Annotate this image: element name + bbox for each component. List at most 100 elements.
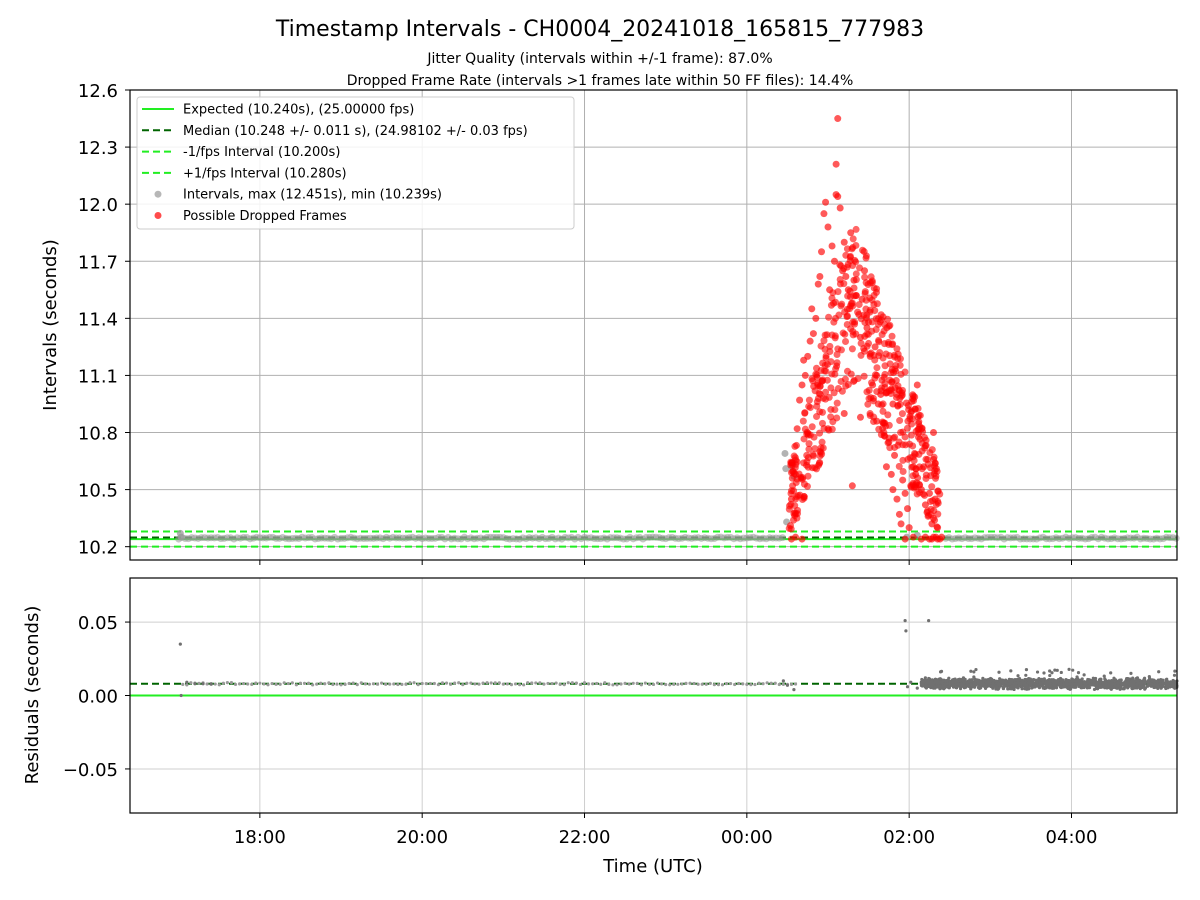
- residual-point: [1084, 682, 1088, 686]
- residual-point: [655, 681, 660, 685]
- residual-point: [1155, 680, 1159, 684]
- residual-point: [700, 682, 704, 686]
- dropped-frame-point: [818, 408, 826, 416]
- residual-point: [339, 683, 343, 687]
- dropped-frame-point: [925, 489, 933, 497]
- dropped-frame-point: [881, 370, 889, 378]
- intervals-y-tick-label: 10.5: [78, 481, 118, 502]
- residuals-points: [178, 618, 1179, 698]
- dropped-frame-point: [852, 292, 860, 300]
- residual-point: [940, 686, 944, 690]
- residual-point: [1173, 669, 1177, 673]
- residual-point: [1132, 682, 1136, 687]
- dropped-frame-point: [860, 372, 868, 380]
- residual-point: [1023, 687, 1027, 691]
- dropped-frame-point: [792, 441, 800, 449]
- dropped-frame-point: [915, 418, 923, 426]
- dropped-frame-point: [871, 343, 879, 351]
- residual-point: [371, 682, 376, 686]
- residual-point: [972, 670, 976, 674]
- dropped-frame-point: [805, 445, 813, 453]
- dropped-frame-point: [891, 451, 899, 459]
- dropped-frame-point: [787, 495, 795, 503]
- dropped-frame-point: [840, 409, 848, 417]
- dropped-frame-point: [801, 409, 809, 417]
- dropped-frame-point: [915, 425, 923, 433]
- dropped-frame-point: [930, 507, 938, 515]
- residual-point: [1173, 680, 1177, 684]
- dropped-frame-point: [931, 495, 939, 503]
- dropped-frame-point: [930, 429, 938, 437]
- dropped-frame-point: [882, 463, 890, 471]
- dropped-frame-point: [885, 438, 893, 446]
- dropped-frame-point: [893, 495, 901, 503]
- dropped-frame-point: [816, 390, 824, 398]
- residual-point: [1130, 687, 1134, 691]
- residual-point: [1164, 679, 1168, 684]
- residual-point: [448, 682, 453, 686]
- residual-point: [611, 683, 615, 687]
- dropped-frame-point: [897, 428, 905, 436]
- dropped-frame-point: [861, 267, 869, 275]
- residual-point: [274, 682, 278, 686]
- dropped-frame-point: [830, 318, 838, 326]
- dropped-frame-point: [886, 444, 894, 452]
- dropped-frame-point: [921, 434, 929, 442]
- residual-point: [927, 677, 932, 681]
- residual-point: [785, 683, 790, 687]
- residual-point: [181, 682, 185, 686]
- dropped-frame-point: [833, 399, 841, 407]
- dropped-frame-point: [901, 489, 909, 497]
- residual-point: [355, 683, 359, 687]
- dropped-frame-point: [907, 482, 915, 490]
- residual-point: [962, 686, 967, 690]
- residual-point: [977, 678, 981, 682]
- dropped-frame-point: [798, 381, 806, 389]
- residual-point: [388, 682, 392, 686]
- residual-point: [193, 682, 197, 686]
- dropped-frame-point: [828, 370, 836, 378]
- dropped-frame-point: [850, 376, 858, 384]
- residual-point: [505, 682, 510, 686]
- residual-point: [363, 682, 367, 686]
- residual-point: [1058, 683, 1062, 687]
- residual-point: [1035, 670, 1040, 674]
- dropped-frame-point: [850, 284, 858, 292]
- residual-point: [481, 681, 485, 685]
- residual-point: [643, 681, 647, 685]
- dropped-frame-point: [873, 300, 881, 308]
- residual-point: [1123, 680, 1128, 685]
- dropped-frame-point: [885, 421, 893, 429]
- intervals-x-ticks: [259, 560, 1072, 565]
- residual-point: [465, 681, 469, 685]
- residual-point: [225, 681, 229, 685]
- dropped-frame-point: [879, 407, 887, 415]
- dropped-frame-point: [791, 502, 799, 510]
- intervals-axes-frame: [129, 89, 1178, 561]
- interval-point: [781, 449, 789, 457]
- intervals-y-tick-label: 12.3: [78, 138, 118, 159]
- residual-point: [221, 681, 225, 685]
- dropped-frame-point: [878, 376, 886, 384]
- residual-point: [733, 682, 737, 687]
- residual-point: [749, 683, 753, 687]
- residual-point: [996, 683, 1000, 687]
- dropped-frame-point: [787, 525, 795, 533]
- dropped-frame-point: [823, 376, 831, 384]
- dropped-frame-point: [865, 339, 873, 347]
- dropped-frame-point: [826, 286, 834, 294]
- residual-point: [1143, 687, 1147, 691]
- residual-point: [428, 681, 432, 686]
- residual-point: [1024, 668, 1029, 672]
- dropped-frame-point: [909, 533, 917, 541]
- residual-point: [1135, 676, 1140, 680]
- residual-point: [995, 679, 999, 683]
- residual-point: [1067, 682, 1071, 686]
- legend-entry-label: +1/fps Interval (10.280s): [183, 166, 347, 181]
- residual-point: [781, 682, 785, 686]
- residual-point: [1128, 681, 1132, 686]
- dropped-frame-point: [930, 456, 938, 464]
- dropped-frame-point: [806, 431, 814, 439]
- dropped-frame-point: [858, 295, 866, 303]
